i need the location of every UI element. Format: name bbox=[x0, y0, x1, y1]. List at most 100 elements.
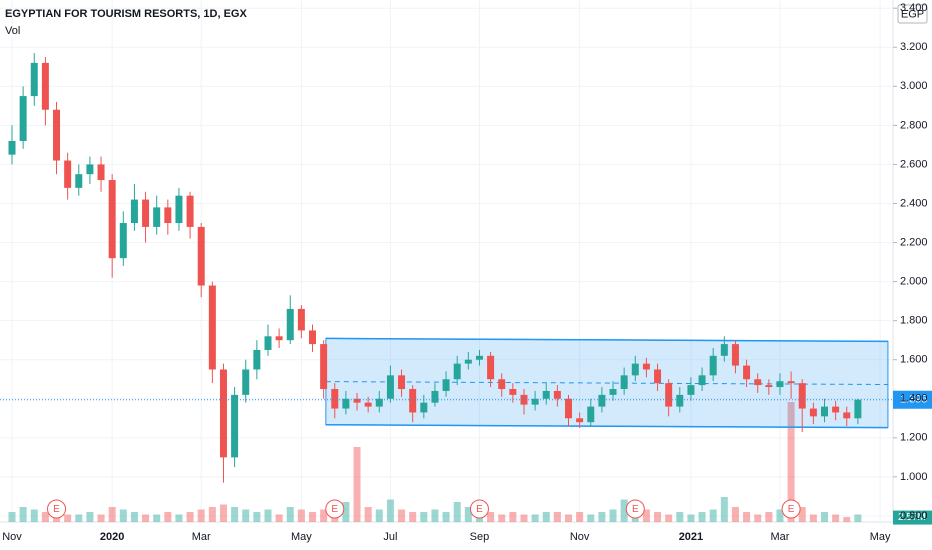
y-tick-label: 1.000 bbox=[900, 471, 928, 483]
channel-layer bbox=[325, 337, 889, 429]
candle-body bbox=[409, 389, 417, 413]
volume-bar bbox=[843, 517, 851, 522]
candle-body bbox=[687, 385, 695, 395]
volume-bar bbox=[565, 514, 572, 522]
volume-bar bbox=[375, 509, 383, 522]
volume-bar bbox=[798, 507, 806, 522]
candle-body bbox=[498, 379, 506, 390]
volume-bar bbox=[687, 514, 695, 522]
candle-body bbox=[520, 394, 528, 405]
y-tick-label: 1.200 bbox=[900, 432, 928, 444]
candle-body bbox=[19, 96, 27, 141]
volume-bar bbox=[142, 514, 150, 522]
candle-body bbox=[175, 195, 183, 224]
y-tick-label: 2.200 bbox=[900, 236, 928, 248]
candle-body bbox=[776, 381, 784, 388]
candle-body bbox=[809, 408, 817, 417]
volume-bar bbox=[364, 507, 372, 522]
candle-body bbox=[743, 365, 751, 380]
x-tick-label: Nov bbox=[570, 531, 590, 543]
candle-body bbox=[386, 375, 394, 399]
volume-bar bbox=[787, 402, 795, 522]
volume-bar bbox=[487, 512, 495, 522]
candle-body bbox=[587, 406, 595, 423]
volume-bar bbox=[820, 512, 828, 522]
x-tick-label: May bbox=[870, 531, 891, 543]
candle-body bbox=[832, 406, 840, 413]
candle-body bbox=[731, 344, 739, 366]
candle-body bbox=[153, 207, 161, 227]
x-tick-label: Jul bbox=[383, 531, 397, 543]
last-volume-label: 2.57M bbox=[898, 512, 926, 523]
volume-bar bbox=[542, 512, 550, 522]
volume-bar bbox=[97, 514, 105, 522]
candle-body bbox=[709, 355, 717, 376]
y-tick-label: 2.600 bbox=[900, 158, 928, 170]
volume-bar bbox=[609, 509, 617, 522]
candle-body bbox=[398, 375, 406, 390]
event-marker bbox=[625, 499, 645, 519]
volume-bar bbox=[242, 509, 250, 522]
candle-body bbox=[631, 363, 639, 376]
candle-body bbox=[119, 223, 127, 259]
candle-body bbox=[565, 398, 572, 419]
volume-bar bbox=[531, 514, 539, 522]
candle-body bbox=[41, 62, 49, 110]
x-tick-label: 2021 bbox=[679, 531, 703, 543]
candle-body bbox=[309, 330, 317, 345]
candle-body bbox=[475, 355, 483, 360]
candle-body bbox=[765, 385, 773, 388]
volume-bar bbox=[809, 514, 817, 522]
candle-body bbox=[297, 308, 305, 331]
candle-body bbox=[854, 399, 862, 419]
volume-layer bbox=[8, 402, 862, 522]
candle-body bbox=[609, 389, 617, 395]
x-tick-label: May bbox=[291, 531, 312, 543]
candle-body bbox=[720, 344, 728, 356]
event-label: E bbox=[53, 504, 60, 515]
candle-body bbox=[453, 363, 461, 380]
candle-body bbox=[208, 285, 216, 370]
candle-body bbox=[531, 398, 539, 405]
candle-body bbox=[53, 109, 61, 161]
volume-bar bbox=[509, 512, 517, 522]
event-label: E bbox=[632, 504, 639, 515]
y-tick-label: 2.000 bbox=[900, 276, 928, 288]
volume-bar bbox=[442, 512, 450, 522]
volume-bar bbox=[253, 512, 261, 522]
volume-bar bbox=[353, 447, 361, 522]
volume-bar bbox=[709, 509, 717, 522]
candle-body bbox=[553, 390, 561, 399]
volume-bar bbox=[342, 502, 350, 522]
channel-mid bbox=[325, 381, 888, 386]
currency: EGP bbox=[901, 8, 924, 20]
candle-body bbox=[108, 180, 116, 259]
volume-bar bbox=[409, 512, 417, 522]
channel-bottom bbox=[325, 423, 888, 429]
volume-bar bbox=[186, 512, 194, 522]
candle-body bbox=[353, 398, 361, 403]
candle-body bbox=[219, 369, 227, 458]
volume-bar bbox=[576, 512, 584, 522]
event-marker bbox=[781, 499, 801, 519]
volume-bar bbox=[8, 512, 16, 522]
candle-body bbox=[142, 199, 150, 227]
volume-bar bbox=[175, 514, 183, 522]
volume-bar bbox=[108, 507, 116, 522]
candle-body bbox=[253, 349, 261, 370]
candle-body bbox=[8, 140, 16, 155]
candle-body bbox=[542, 390, 550, 399]
candle-body bbox=[97, 164, 105, 181]
volume-bar bbox=[153, 514, 161, 522]
x-tick-label: Nov bbox=[2, 531, 22, 543]
x-tick-label: Mar bbox=[192, 531, 211, 543]
volume-bar bbox=[498, 514, 506, 522]
candle-body bbox=[798, 383, 806, 409]
y-tick-label: 3.000 bbox=[900, 80, 928, 92]
volume-bar bbox=[431, 509, 439, 522]
candle-body bbox=[698, 375, 706, 386]
candle-body bbox=[342, 398, 350, 409]
candle-body bbox=[665, 383, 673, 407]
volume-bar bbox=[119, 509, 127, 522]
